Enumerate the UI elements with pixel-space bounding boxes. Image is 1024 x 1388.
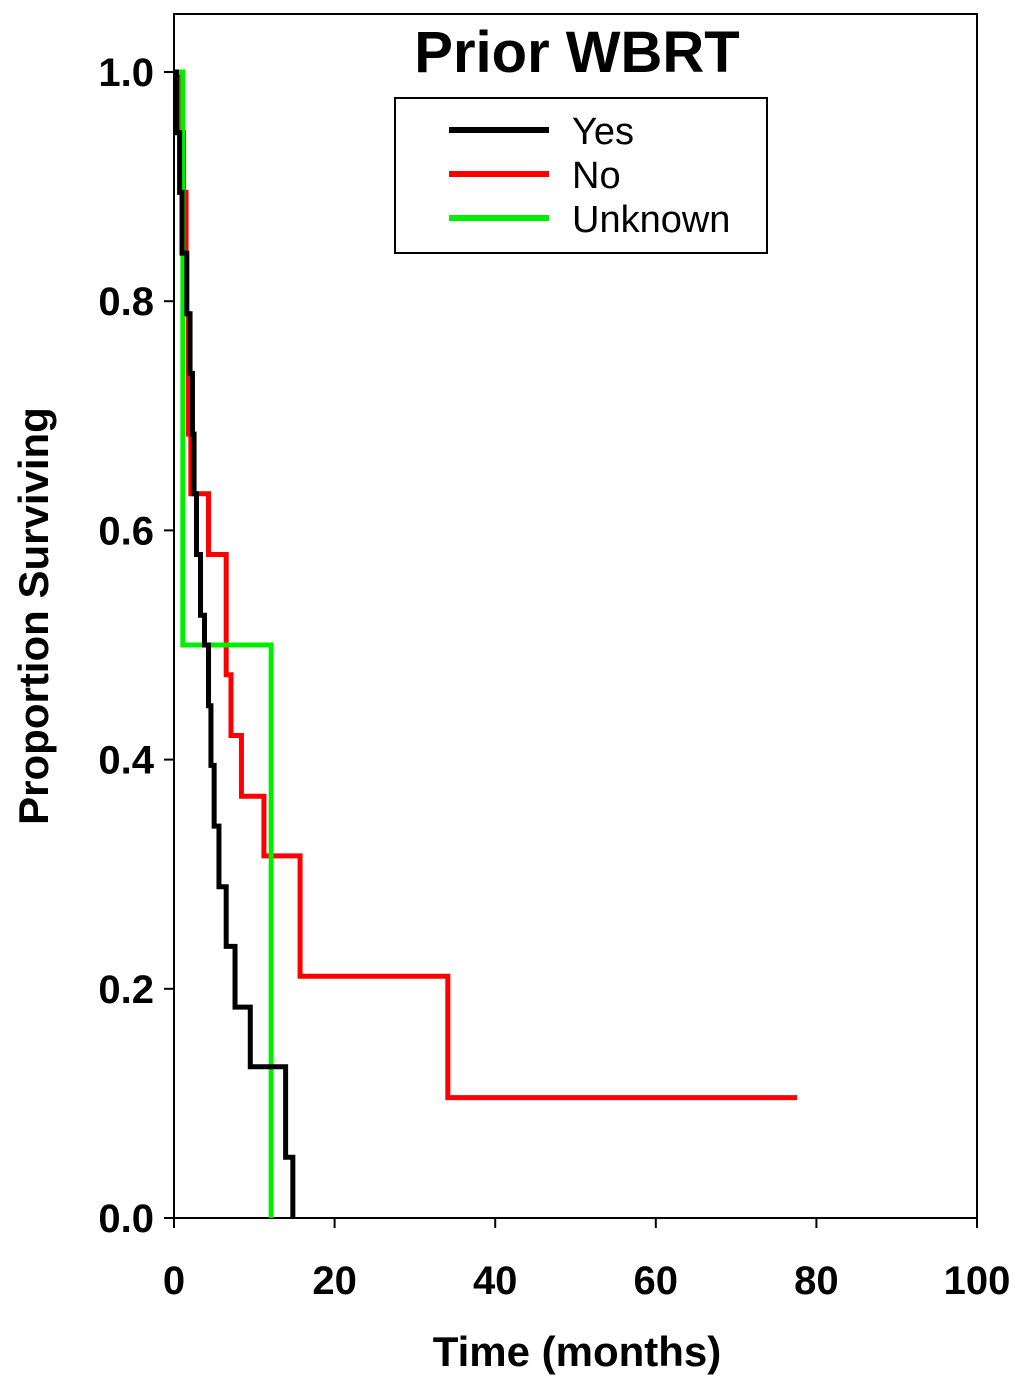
x-tick-label: 0 <box>163 1259 185 1303</box>
legend-label-no: No <box>572 155 621 197</box>
y-tick-label: 0.2 <box>98 968 154 1012</box>
y-axis-title: Proportion Surviving <box>10 407 57 825</box>
legend: Yes No Unknown <box>394 97 768 254</box>
y-tick-label: 0.6 <box>98 509 154 553</box>
x-tick-label: 80 <box>794 1259 839 1303</box>
x-tick-label: 40 <box>473 1259 518 1303</box>
y-tick-label: 0.8 <box>98 280 154 324</box>
series-layer <box>173 69 798 1218</box>
plot-frame <box>173 13 978 1219</box>
y-tick-label: 0.4 <box>98 739 154 783</box>
chart-title: Prior WBRT <box>414 20 739 85</box>
axis-ticks: 0 20 40 60 80 100 0.0 0.2 0.4 0.6 0.8 1.0 <box>98 51 1010 1303</box>
series-line-yes <box>173 69 296 1218</box>
x-axis-title: Time (months) <box>433 1328 722 1375</box>
legend-label-yes: Yes <box>572 111 634 153</box>
series-line-unknown <box>174 69 274 1218</box>
y-tick-label: 1.0 <box>98 51 154 95</box>
y-tick-label: 0.0 <box>98 1197 154 1241</box>
x-tick-label: 20 <box>312 1259 357 1303</box>
x-tick-label: 60 <box>634 1259 679 1303</box>
legend-label-unknown: Unknown <box>572 199 730 241</box>
x-tick-label: 100 <box>944 1259 1011 1303</box>
